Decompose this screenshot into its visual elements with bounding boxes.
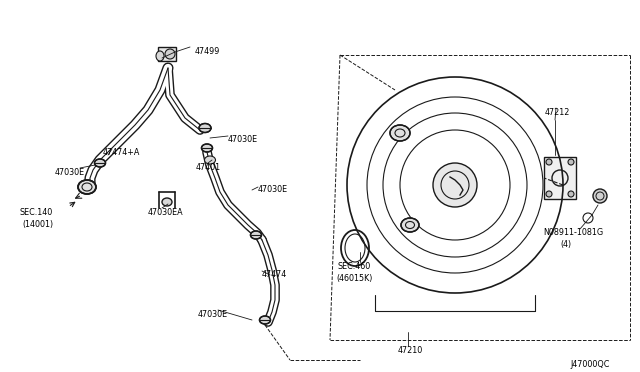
Ellipse shape [205, 156, 216, 164]
FancyBboxPatch shape [544, 157, 576, 199]
Ellipse shape [202, 144, 212, 152]
Text: (4): (4) [560, 240, 571, 249]
Text: 47401: 47401 [196, 163, 221, 172]
Text: 47499: 47499 [195, 47, 220, 56]
Text: 47030E: 47030E [228, 135, 258, 144]
Text: 47474: 47474 [262, 270, 287, 279]
Text: 47030E: 47030E [55, 168, 85, 177]
Ellipse shape [78, 180, 96, 194]
Text: SEC.460: SEC.460 [338, 262, 371, 271]
Text: 47030E: 47030E [198, 310, 228, 319]
Text: 47030E: 47030E [258, 185, 288, 194]
Text: 47474+A: 47474+A [103, 148, 140, 157]
Ellipse shape [401, 218, 419, 232]
Circle shape [165, 49, 175, 59]
FancyBboxPatch shape [158, 47, 176, 61]
Ellipse shape [95, 159, 106, 167]
Text: 47030EA: 47030EA [148, 208, 184, 217]
Circle shape [593, 189, 607, 203]
Text: (14001): (14001) [22, 220, 53, 229]
Ellipse shape [156, 51, 164, 61]
Circle shape [433, 163, 477, 207]
Text: SEC.140: SEC.140 [20, 208, 53, 217]
Text: N08911-1081G: N08911-1081G [543, 228, 603, 237]
Ellipse shape [162, 198, 172, 206]
Ellipse shape [199, 124, 211, 132]
Circle shape [568, 191, 574, 197]
Text: 47212: 47212 [545, 108, 570, 117]
Circle shape [568, 159, 574, 165]
Text: J47000QC: J47000QC [570, 360, 609, 369]
Circle shape [546, 191, 552, 197]
Ellipse shape [259, 316, 271, 324]
Ellipse shape [390, 125, 410, 141]
Text: (46015K): (46015K) [336, 274, 372, 283]
Text: 47210: 47210 [398, 346, 423, 355]
Circle shape [546, 159, 552, 165]
Ellipse shape [250, 231, 262, 239]
